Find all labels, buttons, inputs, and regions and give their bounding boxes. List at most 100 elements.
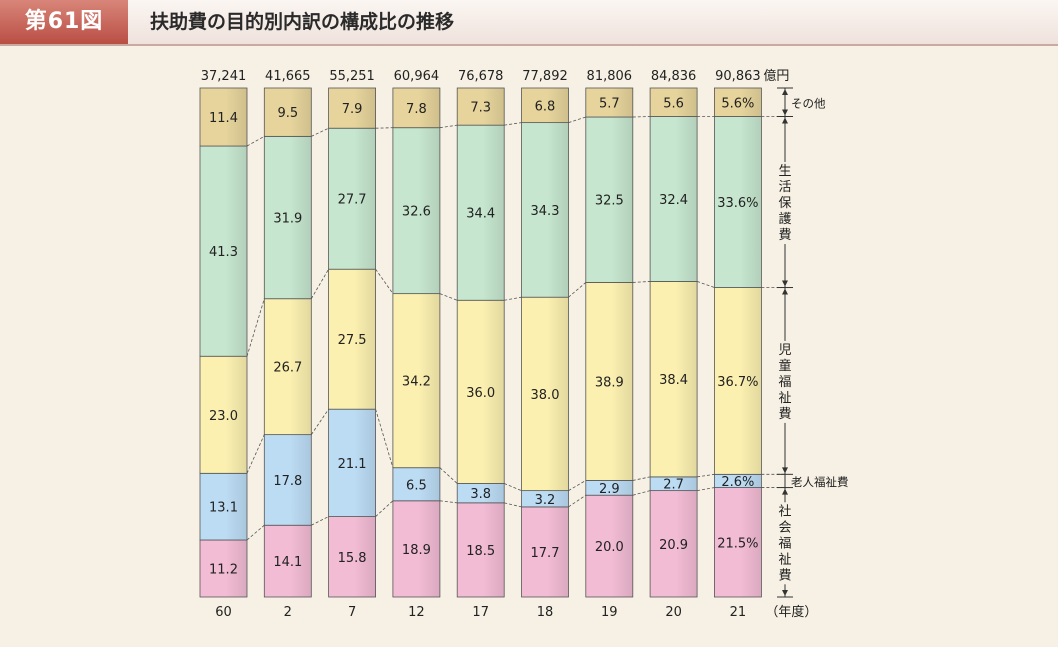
- data-label: 34.3: [531, 204, 560, 219]
- connector-line: [310, 408, 329, 435]
- data-label: 11.2: [209, 562, 238, 577]
- data-label: 18.5: [466, 544, 495, 559]
- data-label: 32.6: [402, 205, 431, 220]
- bar-segment: [328, 516, 377, 598]
- connector-line: [310, 269, 329, 299]
- x-unit-label: （年度）: [765, 604, 817, 620]
- connector-line: [568, 480, 587, 491]
- data-label: 3.2: [535, 493, 556, 508]
- series-label-bg: [776, 162, 794, 245]
- bracket-arrow: [782, 280, 788, 287]
- connector-line: [439, 467, 458, 484]
- bar-segment: [456, 299, 505, 484]
- data-label: 5.6: [663, 96, 684, 111]
- bar-segment: [456, 124, 505, 301]
- connector-line: [246, 298, 265, 357]
- connector-line: [697, 487, 715, 492]
- data-label: 17.7: [531, 546, 560, 561]
- data-label: 2.7: [663, 478, 684, 493]
- bar-segment: [585, 494, 634, 598]
- bar-segment: [263, 135, 312, 300]
- x-tick-label: 21: [730, 605, 747, 620]
- data-label: 11.4: [209, 111, 238, 126]
- bracket-arrow: [782, 590, 788, 596]
- bracket-arrow: [782, 89, 788, 95]
- bar-segment: [328, 87, 377, 129]
- connector-line: [246, 524, 265, 541]
- bar-segment: [714, 287, 762, 475]
- data-label: 20.9: [659, 538, 688, 553]
- connector-line: [439, 500, 458, 504]
- bracket-arrow: [782, 488, 788, 495]
- bar-segment: [714, 116, 762, 288]
- connector-line: [375, 127, 393, 129]
- data-label: 5.6%: [721, 96, 754, 111]
- data-label: 6.8: [535, 99, 556, 114]
- bar-segment: [456, 502, 505, 598]
- connector-line: [632, 281, 651, 283]
- data-label: 5.7: [599, 97, 620, 112]
- data-label: 23.0: [209, 409, 238, 424]
- data-label: 36.7%: [717, 375, 758, 390]
- connector-line: [697, 473, 715, 478]
- x-tick-label: 7: [348, 605, 356, 620]
- bar-segment: [649, 490, 698, 598]
- bar-7: 15.8 21.1 27.5 27.7 7.9 55,251 7: [328, 69, 377, 620]
- bar-17: 18.5 3.8 36.0 34.4 7.3 76,678 17: [456, 69, 505, 620]
- x-tick-label: 20: [665, 605, 682, 620]
- total-label: 84,836: [651, 69, 697, 84]
- bar-segment: [199, 87, 248, 147]
- bar-segment: [263, 434, 312, 526]
- data-label: 38.9: [595, 375, 624, 390]
- bar-segment: [714, 87, 762, 117]
- x-tick-label: 2: [284, 605, 292, 620]
- x-tick-label: 17: [472, 605, 489, 620]
- bracket-arrow: [782, 117, 788, 124]
- connector-line: [311, 516, 329, 526]
- total-label: 77,892: [522, 69, 568, 84]
- bar-segment: [328, 408, 377, 517]
- bar-segment: [392, 87, 441, 129]
- connector-line: [696, 281, 715, 288]
- bracket-arrow: [782, 467, 788, 474]
- bar-segment: [521, 506, 569, 598]
- total-unit-label: 億円: [763, 68, 789, 84]
- bar-12: 18.9 6.5 34.2 32.6 7.8 60,964 12: [392, 69, 441, 620]
- figure-number-badge: 第61図: [0, 0, 128, 44]
- bar-segment: [456, 87, 505, 126]
- bracket-arrow: [782, 109, 788, 116]
- bar-segment: [392, 293, 441, 469]
- data-label: 2.9: [599, 482, 620, 497]
- data-label: 2.6%: [721, 475, 754, 490]
- data-label: 3.8: [470, 487, 491, 502]
- bar-segment: [585, 116, 634, 283]
- bar-20: 20.9 2.7 38.4 32.4 5.6 84,836 20: [649, 69, 698, 620]
- data-label: 33.6%: [717, 196, 758, 211]
- series-name-label: 老人福祉費: [791, 475, 849, 489]
- total-label: 37,241: [201, 69, 247, 84]
- data-label: 20.0: [595, 540, 624, 555]
- bar-segment: [521, 296, 569, 492]
- bar-segment: [199, 145, 248, 357]
- bar-segment: [263, 87, 312, 137]
- data-label: 21.5%: [717, 536, 758, 551]
- x-tick-label: 12: [408, 605, 425, 620]
- bar-60: 11.2 13.1 23.0 41.3 11.4 37,241 60: [199, 69, 248, 620]
- bar-segment: [649, 87, 698, 117]
- connector-line: [504, 296, 522, 301]
- figure-title: 扶助費の目的別内訳の構成比の推移: [150, 11, 455, 33]
- total-label: 55,251: [329, 69, 375, 84]
- connector-line: [375, 268, 394, 294]
- data-label: 32.5: [595, 194, 624, 209]
- bar-segment: [328, 127, 377, 270]
- bar-segment: [585, 87, 634, 118]
- connector-line: [439, 124, 458, 129]
- bar-18: 17.7 3.2 38.0 34.3 6.8 77,892 18: [521, 69, 569, 620]
- bar-segment: [392, 500, 441, 598]
- data-label: 32.4: [659, 193, 688, 208]
- series-name-label: 社会福祉費: [778, 503, 791, 583]
- data-label: 7.8: [406, 102, 427, 117]
- total-label: 76,678: [458, 69, 504, 84]
- bar-segment: [328, 268, 377, 410]
- connector-line: [504, 483, 522, 491]
